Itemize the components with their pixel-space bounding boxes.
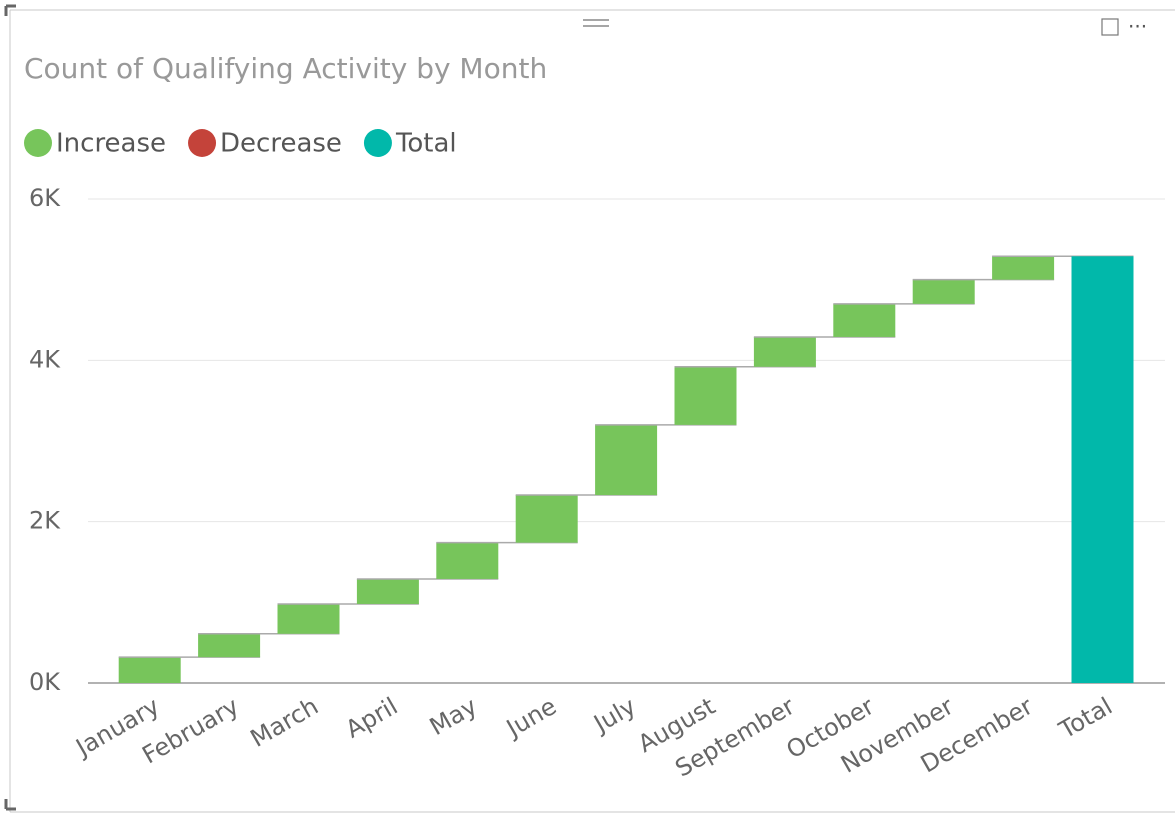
drag-handle[interactable] <box>583 19 609 27</box>
bar <box>436 542 499 579</box>
legend-label: Increase <box>56 129 166 159</box>
bar <box>674 366 737 425</box>
x-tick-label: Total <box>1054 692 1117 745</box>
legend-label: Decrease <box>220 129 342 159</box>
y-tick-label: 2K <box>29 507 61 535</box>
x-tick-label: April <box>341 692 403 744</box>
x-tick-label: March <box>246 692 323 753</box>
bar <box>356 578 419 604</box>
legend-swatch <box>24 129 52 157</box>
legend-label: Total <box>395 129 457 159</box>
x-tick-label: June <box>500 692 561 743</box>
bar <box>595 424 658 496</box>
x-tick-label: May <box>425 692 482 741</box>
legend-swatch <box>363 129 392 157</box>
bar <box>515 495 578 543</box>
bar <box>118 657 181 683</box>
bar <box>912 279 975 304</box>
x-tick-label: July <box>587 692 640 739</box>
corner-handles <box>4 4 16 811</box>
bar <box>992 256 1055 280</box>
legend-swatch <box>188 129 217 157</box>
y-tick-label: 0K <box>29 668 61 696</box>
focus-mode-icon[interactable] <box>1101 18 1119 36</box>
y-tick-label: 6K <box>29 184 61 212</box>
bar <box>277 603 340 634</box>
more-options-icon[interactable]: ··· <box>1128 15 1147 39</box>
total-bar <box>1071 256 1134 683</box>
chart-title: Count of Qualifying Activity by Month <box>24 52 547 85</box>
bar <box>198 633 261 658</box>
y-tick-label: 4K <box>29 345 61 373</box>
bar <box>753 336 816 367</box>
bar <box>833 303 896 337</box>
